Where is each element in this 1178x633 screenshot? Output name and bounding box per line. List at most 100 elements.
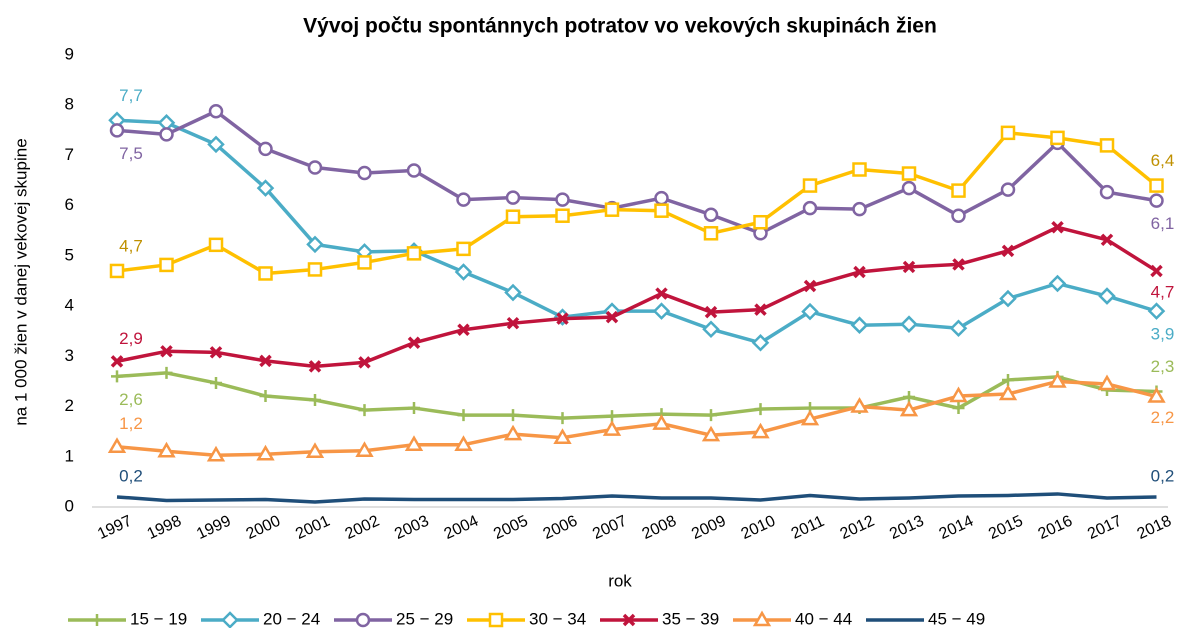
x-tick-label: 2005 bbox=[491, 512, 531, 543]
x-tick-label: 2002 bbox=[343, 512, 383, 543]
legend-item: 25 − 29 bbox=[334, 609, 453, 628]
marker bbox=[160, 366, 173, 379]
marker bbox=[109, 263, 125, 279]
marker bbox=[454, 435, 473, 451]
legend-item: 20 − 24 bbox=[201, 609, 320, 629]
data-label: 3,9 bbox=[1151, 325, 1175, 344]
marker bbox=[900, 315, 918, 333]
y-tick-label: 0 bbox=[65, 496, 74, 515]
marker bbox=[703, 207, 719, 222]
legend-label: 40 − 44 bbox=[795, 609, 852, 628]
y-tick-label: 9 bbox=[65, 44, 74, 63]
marker bbox=[606, 410, 618, 423]
marker bbox=[1149, 178, 1164, 193]
marker bbox=[358, 404, 371, 417]
legend-item: 40 − 44 bbox=[733, 609, 852, 628]
x-tick-label: 1997 bbox=[95, 512, 135, 543]
marker bbox=[406, 246, 422, 261]
legend-item: 35 − 39 bbox=[600, 609, 719, 628]
marker bbox=[850, 316, 869, 334]
series-line bbox=[116, 118, 1158, 345]
data-label: 0,2 bbox=[119, 466, 143, 485]
marker bbox=[355, 441, 374, 458]
x-tick-label: 2004 bbox=[442, 512, 482, 543]
marker bbox=[1098, 287, 1116, 305]
x-tick-label: 2010 bbox=[739, 512, 779, 543]
marker bbox=[704, 305, 718, 319]
y-tick-label: 2 bbox=[65, 396, 74, 415]
marker bbox=[457, 323, 470, 336]
data-label: 2,2 bbox=[1151, 408, 1175, 427]
marker bbox=[503, 424, 523, 441]
legend-marker bbox=[488, 612, 504, 628]
marker bbox=[850, 397, 869, 413]
marker bbox=[406, 163, 422, 178]
marker bbox=[1100, 233, 1114, 247]
marker bbox=[206, 445, 226, 462]
marker bbox=[357, 255, 372, 270]
marker bbox=[652, 302, 671, 320]
marker bbox=[1147, 387, 1166, 403]
marker bbox=[753, 214, 768, 230]
marker bbox=[407, 336, 421, 350]
marker bbox=[802, 200, 818, 216]
marker bbox=[309, 394, 321, 407]
marker bbox=[602, 420, 622, 436]
marker bbox=[160, 345, 173, 358]
marker bbox=[1001, 244, 1015, 258]
marker bbox=[901, 166, 917, 181]
marker bbox=[652, 414, 671, 430]
marker bbox=[358, 356, 371, 369]
marker bbox=[803, 279, 817, 293]
marker bbox=[109, 123, 125, 138]
marker bbox=[1000, 182, 1016, 197]
marker bbox=[800, 409, 820, 426]
chart-title: Vývoj počtu spontánnych potratov vo veko… bbox=[303, 15, 937, 38]
data-label: 1,2 bbox=[119, 414, 143, 433]
marker bbox=[505, 209, 521, 224]
marker bbox=[258, 141, 273, 157]
marker bbox=[852, 162, 867, 177]
marker bbox=[259, 354, 272, 368]
marker bbox=[306, 235, 324, 254]
x-tick-label: 2015 bbox=[986, 512, 1026, 543]
marker bbox=[1048, 274, 1067, 293]
marker bbox=[1099, 138, 1115, 153]
x-tick-label: 2003 bbox=[392, 512, 432, 543]
x-tick-label: 2012 bbox=[838, 512, 878, 543]
legend-label: 15 − 19 bbox=[130, 609, 187, 628]
marker bbox=[999, 289, 1017, 308]
marker bbox=[1099, 184, 1115, 200]
data-label: 4,7 bbox=[1151, 282, 1175, 301]
marker bbox=[553, 428, 572, 444]
marker bbox=[654, 190, 669, 206]
marker bbox=[457, 409, 470, 422]
y-tick-label: 5 bbox=[65, 245, 74, 264]
x-tick-label: 1998 bbox=[145, 512, 185, 543]
marker bbox=[998, 384, 1018, 401]
legend-marker bbox=[752, 610, 772, 627]
marker bbox=[1048, 371, 1067, 388]
y-tick-label: 4 bbox=[65, 296, 74, 315]
marker bbox=[1147, 302, 1166, 320]
marker bbox=[701, 425, 721, 442]
marker bbox=[258, 266, 273, 281]
marker bbox=[703, 226, 719, 241]
x-tick-label: 2008 bbox=[640, 512, 680, 543]
marker bbox=[110, 355, 124, 368]
data-label: 2,6 bbox=[119, 390, 143, 409]
legend-label: 45 − 49 bbox=[928, 609, 985, 628]
marker bbox=[754, 303, 767, 316]
marker bbox=[456, 192, 471, 207]
x-tick-label: 2006 bbox=[541, 512, 581, 543]
marker bbox=[208, 237, 224, 253]
y-axis-title: na 1 000 žien v danej vekovej skupine bbox=[11, 138, 30, 425]
data-label: 7,7 bbox=[119, 86, 143, 105]
marker bbox=[507, 409, 519, 422]
marker bbox=[210, 376, 222, 389]
data-label: 0,2 bbox=[1151, 466, 1175, 485]
series-line bbox=[116, 225, 1158, 369]
data-label: 6,1 bbox=[1151, 214, 1175, 233]
marker bbox=[111, 370, 123, 383]
